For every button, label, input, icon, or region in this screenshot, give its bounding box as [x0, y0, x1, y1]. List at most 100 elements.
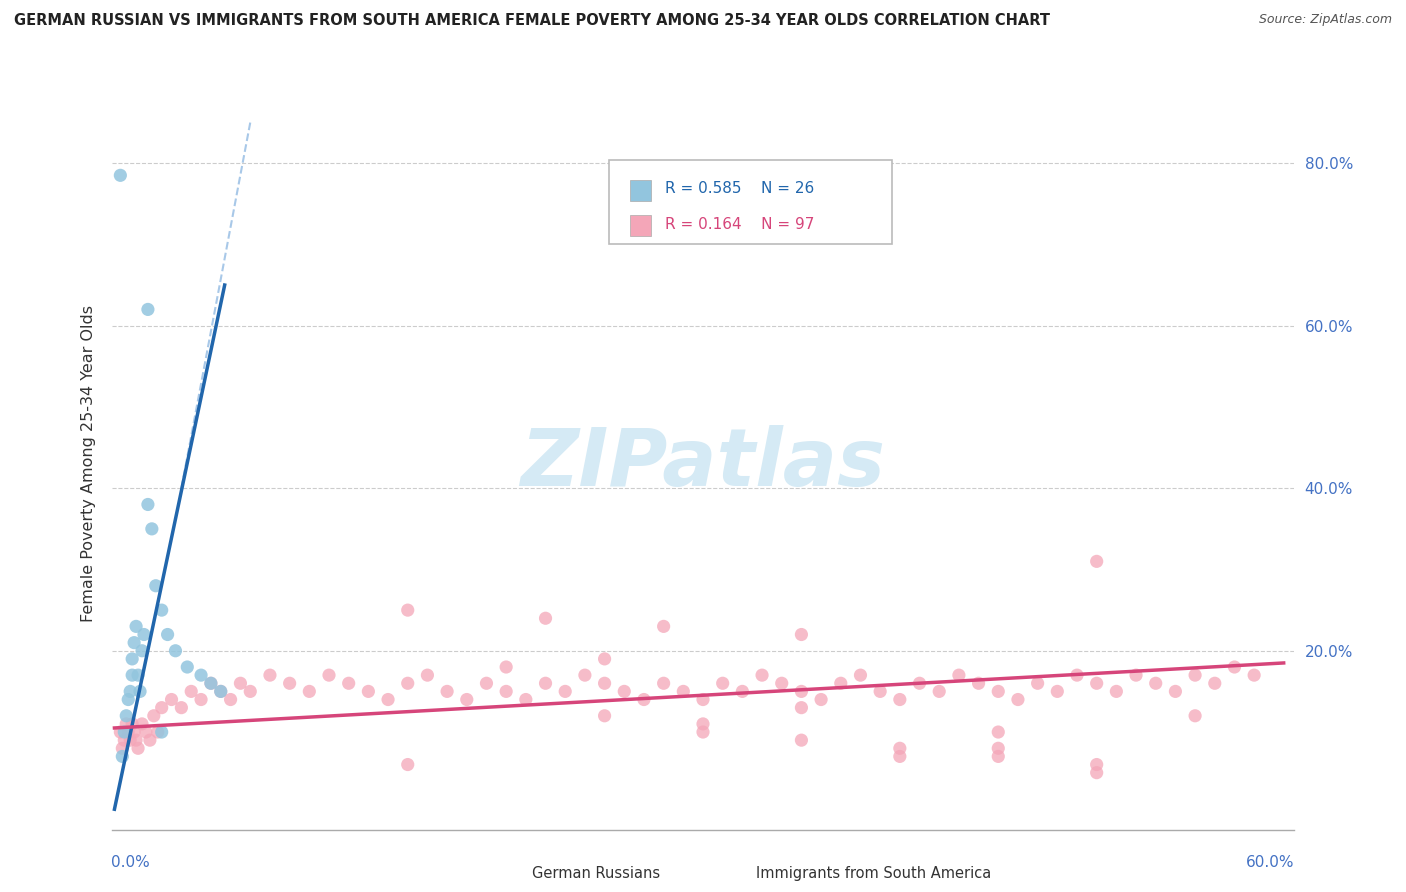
Point	[1125, 668, 1147, 682]
Point	[731, 684, 754, 698]
Point	[652, 619, 675, 633]
Point	[672, 684, 695, 698]
Point	[967, 676, 990, 690]
Point	[318, 668, 340, 682]
Point	[711, 676, 734, 690]
Point	[200, 676, 222, 690]
Point	[229, 676, 252, 690]
Point	[830, 676, 852, 690]
Point	[156, 627, 179, 641]
Point	[515, 692, 537, 706]
Point	[534, 611, 557, 625]
Point	[554, 684, 576, 698]
Point	[120, 684, 142, 698]
Point	[239, 684, 262, 698]
Point	[125, 619, 148, 633]
Point	[117, 725, 139, 739]
Point	[110, 725, 132, 739]
Point	[1144, 676, 1167, 690]
Point	[1026, 676, 1049, 690]
Point	[150, 725, 173, 739]
Point	[987, 725, 1010, 739]
Point	[928, 684, 950, 698]
Point	[122, 635, 145, 649]
Text: ZIPatlas: ZIPatlas	[520, 425, 886, 503]
Point	[200, 676, 222, 690]
Point	[396, 676, 419, 690]
Point	[770, 676, 793, 690]
Point	[209, 684, 232, 698]
Point	[613, 684, 636, 698]
Text: German Russians: German Russians	[531, 866, 659, 881]
Point	[1085, 765, 1108, 780]
Point	[160, 692, 183, 706]
Point	[127, 741, 149, 756]
Point	[115, 717, 138, 731]
Point	[987, 749, 1010, 764]
Point	[790, 733, 813, 747]
Point	[298, 684, 321, 698]
Point	[190, 692, 212, 706]
Point	[889, 692, 911, 706]
Point	[1184, 708, 1206, 723]
Point	[121, 652, 143, 666]
Point	[112, 725, 135, 739]
Point	[1105, 684, 1128, 698]
Point	[849, 668, 872, 682]
Point	[117, 692, 139, 706]
Point	[150, 700, 173, 714]
Point	[889, 749, 911, 764]
Point	[131, 717, 153, 731]
Point	[145, 579, 167, 593]
Text: Source: ZipAtlas.com: Source: ZipAtlas.com	[1258, 13, 1392, 27]
Point	[141, 522, 163, 536]
Point	[416, 668, 439, 682]
Point	[889, 741, 911, 756]
Point	[948, 668, 970, 682]
Point	[209, 684, 232, 698]
Bar	[502, 863, 523, 884]
Point	[396, 757, 419, 772]
Point	[436, 684, 458, 698]
Point	[396, 603, 419, 617]
Point	[136, 302, 159, 317]
Point	[120, 733, 142, 747]
Point	[176, 660, 198, 674]
Point	[111, 741, 134, 756]
Point	[790, 684, 813, 698]
FancyBboxPatch shape	[609, 161, 891, 244]
Point	[1184, 668, 1206, 682]
Point	[1164, 684, 1187, 698]
Point	[692, 725, 714, 739]
Point	[142, 708, 165, 723]
Point	[534, 676, 557, 690]
Point	[1085, 757, 1108, 772]
Point	[111, 749, 134, 764]
Point	[1204, 676, 1226, 690]
Point	[139, 733, 162, 747]
Point	[150, 603, 173, 617]
Point	[1243, 668, 1265, 682]
Point	[136, 498, 159, 512]
Point	[122, 725, 145, 739]
Point	[121, 668, 143, 682]
Point	[170, 700, 193, 714]
Point	[593, 652, 616, 666]
Point	[633, 692, 655, 706]
Point	[1066, 668, 1088, 682]
Point	[180, 684, 202, 698]
Point	[337, 676, 360, 690]
Text: R = 0.164    N = 97: R = 0.164 N = 97	[665, 217, 814, 232]
Point	[790, 627, 813, 641]
Text: 60.0%: 60.0%	[1246, 855, 1295, 871]
Bar	[727, 863, 748, 884]
Point	[115, 708, 138, 723]
Text: R = 0.585    N = 26: R = 0.585 N = 26	[665, 181, 814, 196]
Point	[810, 692, 832, 706]
Point	[692, 692, 714, 706]
Point	[146, 725, 169, 739]
Point	[692, 717, 714, 731]
Point	[131, 644, 153, 658]
Point	[129, 684, 152, 698]
Point	[127, 668, 149, 682]
